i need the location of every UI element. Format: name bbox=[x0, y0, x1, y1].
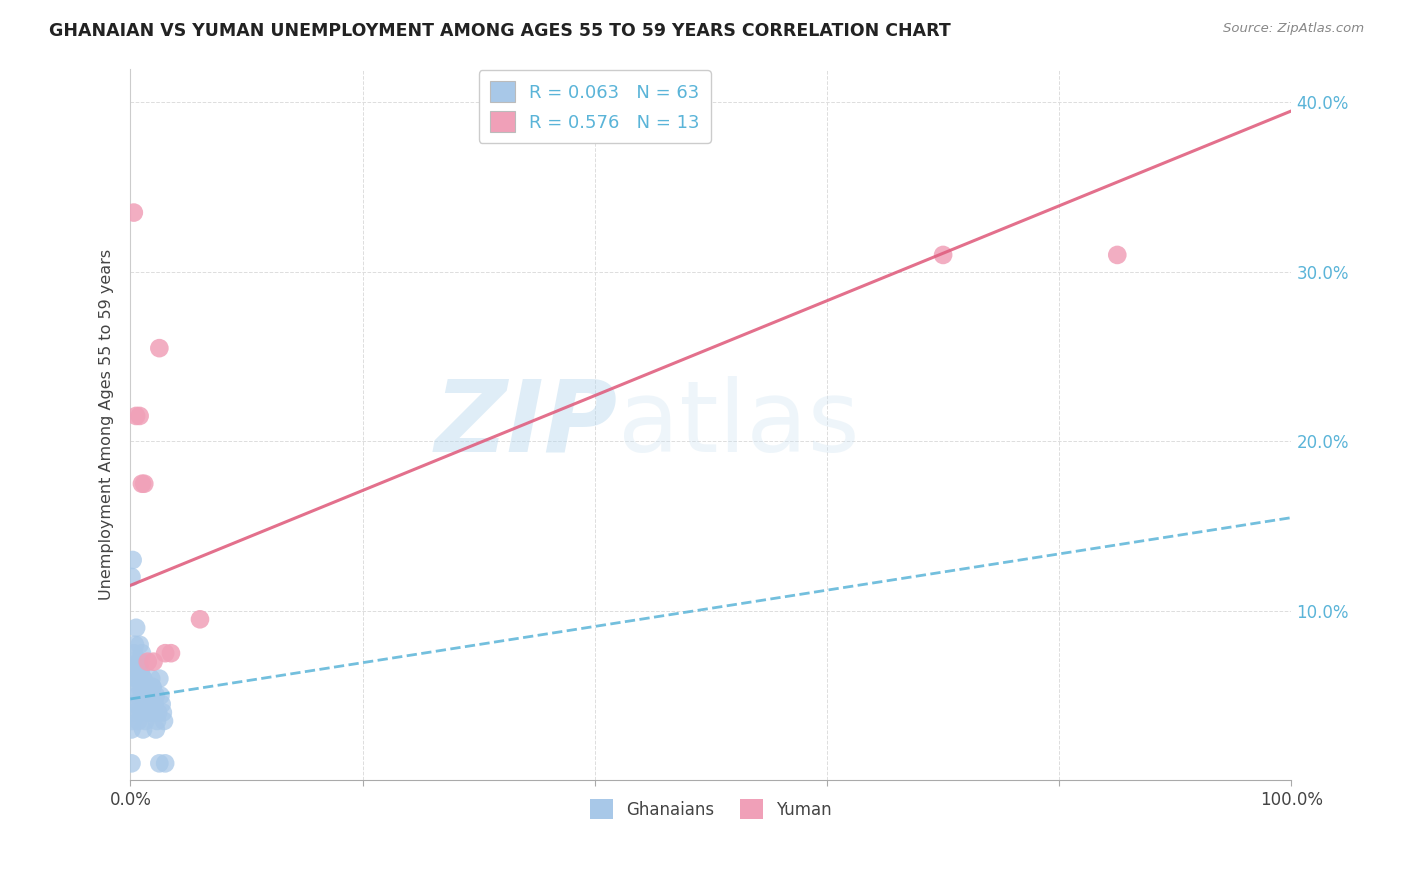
Point bbox=[138, 689, 160, 703]
Point bbox=[131, 476, 153, 491]
Point bbox=[121, 723, 143, 737]
Point bbox=[160, 646, 183, 660]
Text: GHANAIAN VS YUMAN UNEMPLOYMENT AMONG AGES 55 TO 59 YEARS CORRELATION CHART: GHANAIAN VS YUMAN UNEMPLOYMENT AMONG AGE… bbox=[49, 22, 950, 40]
Point bbox=[121, 756, 143, 771]
Point bbox=[145, 723, 167, 737]
Legend: Ghanaians, Yuman: Ghanaians, Yuman bbox=[583, 793, 838, 825]
Point bbox=[141, 689, 163, 703]
Point bbox=[150, 697, 173, 711]
Point bbox=[148, 706, 170, 720]
Point bbox=[127, 689, 149, 703]
Point bbox=[132, 672, 155, 686]
Point bbox=[122, 663, 145, 677]
Point bbox=[134, 476, 156, 491]
Point bbox=[127, 655, 149, 669]
Point bbox=[142, 706, 165, 720]
Point bbox=[149, 689, 172, 703]
Point bbox=[134, 714, 156, 728]
Point bbox=[122, 706, 145, 720]
Point bbox=[125, 409, 148, 423]
Point bbox=[121, 570, 143, 584]
Point bbox=[188, 612, 211, 626]
Y-axis label: Unemployment Among Ages 55 to 59 years: Unemployment Among Ages 55 to 59 years bbox=[100, 249, 114, 600]
Point bbox=[128, 638, 150, 652]
Text: ZIP: ZIP bbox=[434, 376, 619, 473]
Point bbox=[131, 689, 153, 703]
Point bbox=[139, 697, 162, 711]
Point bbox=[135, 689, 157, 703]
Point bbox=[122, 655, 145, 669]
Point bbox=[136, 655, 159, 669]
Point bbox=[128, 680, 150, 694]
Point bbox=[148, 756, 170, 771]
Point bbox=[145, 689, 167, 703]
Point bbox=[134, 689, 156, 703]
Point bbox=[153, 714, 176, 728]
Point bbox=[1107, 248, 1129, 262]
Point bbox=[127, 663, 149, 677]
Point bbox=[134, 680, 156, 694]
Point bbox=[153, 756, 176, 771]
Point bbox=[121, 680, 143, 694]
Point bbox=[129, 706, 152, 720]
Text: Source: ZipAtlas.com: Source: ZipAtlas.com bbox=[1223, 22, 1364, 36]
Point bbox=[142, 706, 165, 720]
Point bbox=[128, 409, 150, 423]
Point bbox=[124, 638, 146, 652]
Point bbox=[132, 672, 155, 686]
Point bbox=[143, 697, 166, 711]
Point bbox=[134, 697, 156, 711]
Point bbox=[148, 672, 170, 686]
Point bbox=[138, 680, 160, 694]
Point bbox=[125, 697, 148, 711]
Point bbox=[125, 672, 148, 686]
Point bbox=[141, 706, 163, 720]
Point bbox=[146, 714, 169, 728]
Point bbox=[932, 248, 955, 262]
Point bbox=[136, 706, 159, 720]
Point bbox=[132, 723, 155, 737]
Point bbox=[139, 697, 162, 711]
Text: atlas: atlas bbox=[619, 376, 859, 473]
Point bbox=[129, 663, 152, 677]
Point bbox=[148, 341, 170, 355]
Point bbox=[142, 655, 165, 669]
Point bbox=[136, 706, 159, 720]
Point bbox=[153, 646, 176, 660]
Point bbox=[125, 621, 148, 635]
Point bbox=[122, 646, 145, 660]
Point bbox=[124, 697, 146, 711]
Point bbox=[129, 655, 152, 669]
Point bbox=[141, 680, 163, 694]
Point bbox=[127, 672, 149, 686]
Point bbox=[134, 697, 156, 711]
Point bbox=[121, 553, 143, 567]
Point bbox=[135, 680, 157, 694]
Point bbox=[131, 680, 153, 694]
Point bbox=[122, 205, 145, 219]
Point bbox=[127, 714, 149, 728]
Point bbox=[121, 714, 143, 728]
Point bbox=[131, 646, 153, 660]
Point bbox=[141, 672, 163, 686]
Point bbox=[152, 706, 174, 720]
Point bbox=[141, 680, 163, 694]
